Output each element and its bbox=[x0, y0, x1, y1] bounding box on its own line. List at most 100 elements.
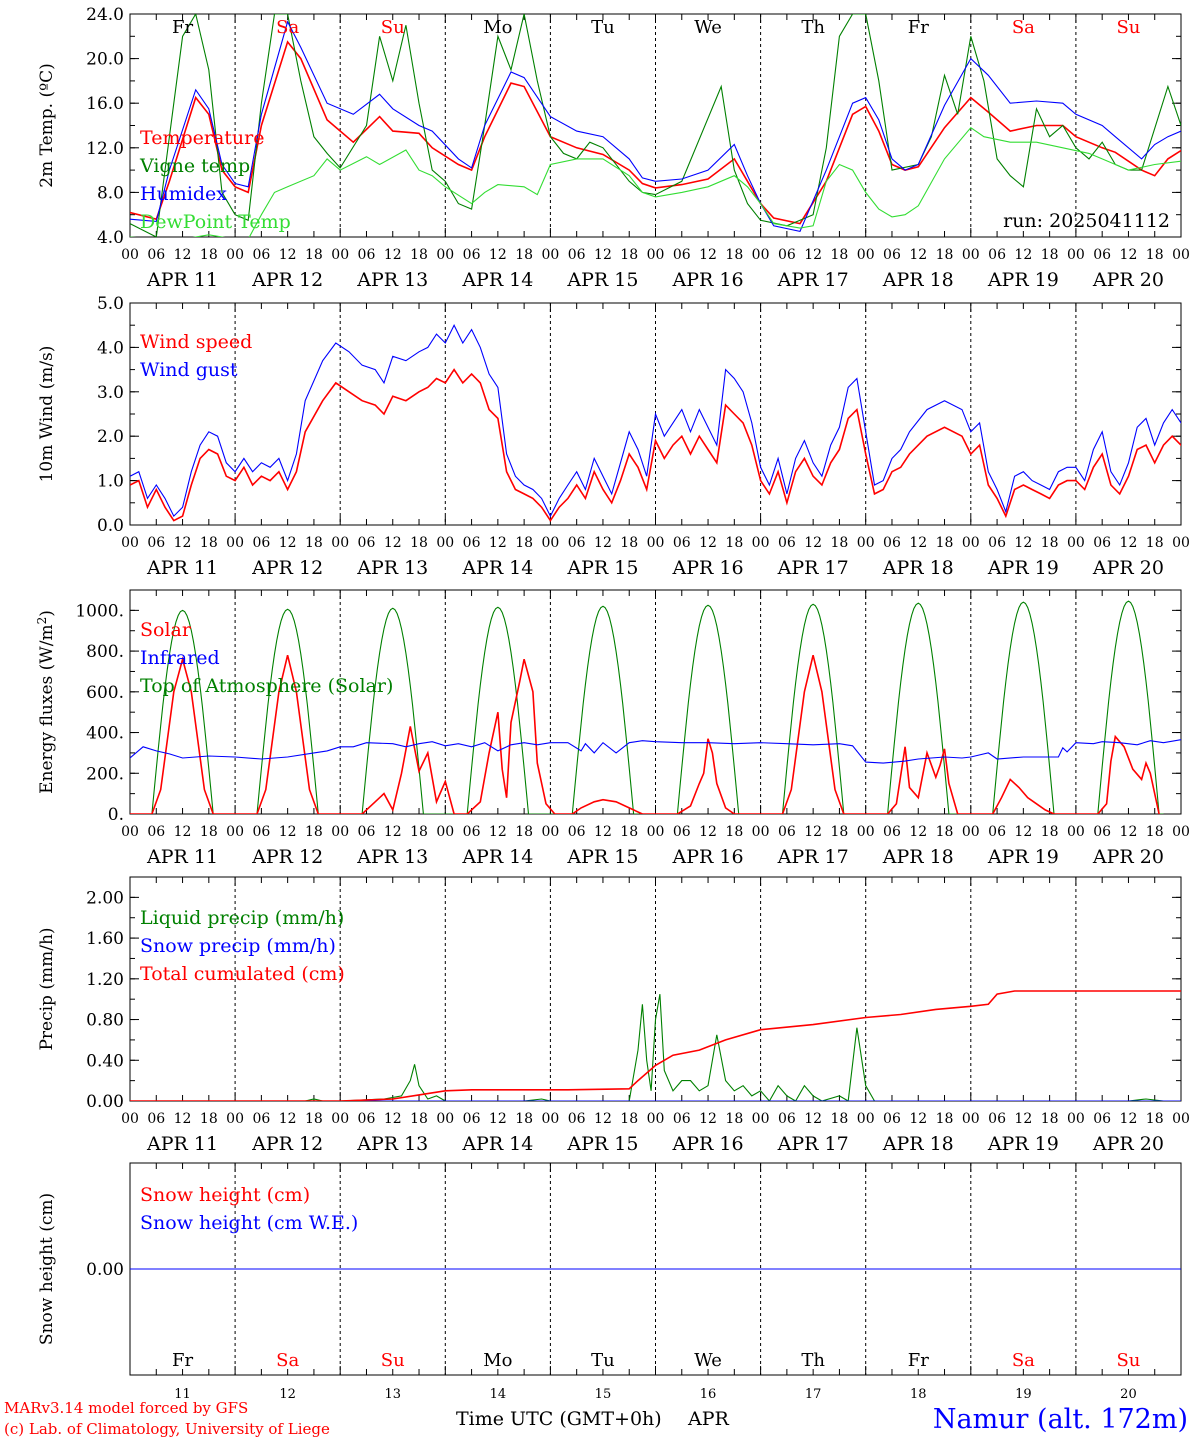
y-tick-label: 200. bbox=[86, 764, 124, 784]
day-of-week-label: Th bbox=[801, 17, 825, 38]
x-hour-label: 18 bbox=[936, 247, 954, 263]
x-hour-label: 00 bbox=[647, 535, 665, 551]
x-hour-label: 06 bbox=[568, 247, 586, 263]
x-date-label: APR 19 bbox=[987, 269, 1059, 291]
x-hour-label: 12 bbox=[1014, 247, 1032, 263]
day-of-week-label: We bbox=[694, 1350, 722, 1371]
day-of-week-label: Su bbox=[1116, 17, 1140, 38]
x-hour-label: 12 bbox=[489, 824, 507, 840]
x-hour-label: 18 bbox=[831, 824, 849, 840]
x-hour-label: 12 bbox=[594, 824, 612, 840]
x-hour-label: 12 bbox=[804, 1111, 822, 1127]
x-hour-label: 00 bbox=[962, 535, 980, 551]
x-hour-label: 12 bbox=[174, 824, 192, 840]
month-label: APR bbox=[687, 1408, 730, 1430]
x-hour-label: 06 bbox=[673, 535, 691, 551]
x-hour-label: 06 bbox=[988, 247, 1006, 263]
x-hour-label: 06 bbox=[988, 1111, 1006, 1127]
x-hour-label: 18 bbox=[1041, 247, 1059, 263]
panel-frame bbox=[129, 13, 1182, 238]
legend-entry: Wind speed bbox=[140, 331, 252, 353]
x-hour-label: 12 bbox=[699, 824, 717, 840]
x-hour-label: 06 bbox=[358, 1111, 376, 1127]
x-hour-label: 12 bbox=[1120, 824, 1138, 840]
x-date-label: APR 17 bbox=[777, 1133, 849, 1155]
x-hour-label: 12 bbox=[174, 1111, 192, 1127]
x-hour-label: 00 bbox=[1172, 535, 1190, 551]
x-hour-label: 00 bbox=[647, 824, 665, 840]
x-hour-label: 06 bbox=[358, 247, 376, 263]
y-axis-title: Snow height (cm) bbox=[37, 1193, 57, 1345]
y-axis-title: 10m Wind (m/s) bbox=[37, 346, 57, 483]
legend-entry: Wind gust bbox=[140, 359, 238, 381]
x-hour-label: 18 bbox=[305, 824, 323, 840]
x-hour-label: 12 bbox=[909, 824, 927, 840]
day-of-week-label: Fr bbox=[172, 1350, 193, 1371]
x-date-label: APR 18 bbox=[882, 269, 954, 291]
x-hour-label: 12 bbox=[1120, 1111, 1138, 1127]
x-hour-label: 06 bbox=[778, 824, 796, 840]
x-hour-label: 00 bbox=[436, 824, 454, 840]
x-hour-label: 06 bbox=[568, 824, 586, 840]
x-hour-label: 12 bbox=[279, 247, 297, 263]
day-number-label: 16 bbox=[700, 1387, 717, 1402]
x-hour-label: 00 bbox=[962, 1111, 980, 1127]
series-group bbox=[130, 323, 1181, 523]
day-of-week-label: Fr bbox=[908, 1350, 929, 1371]
x-date-label: APR 16 bbox=[672, 269, 744, 291]
x-date-label: APR 17 bbox=[777, 557, 849, 579]
x-date-label: APR 20 bbox=[1092, 1133, 1164, 1155]
x-hour-label: 12 bbox=[384, 247, 402, 263]
x-hour-label: 12 bbox=[594, 535, 612, 551]
x-hour-label: 18 bbox=[515, 1111, 533, 1127]
series-group bbox=[130, 990, 1181, 1101]
x-hour-label: 18 bbox=[936, 824, 954, 840]
x-hour-label: 00 bbox=[962, 247, 980, 263]
x-date-label: APR 11 bbox=[146, 269, 218, 291]
day-number-label: 14 bbox=[490, 1387, 507, 1402]
x-hour-label: 18 bbox=[725, 824, 743, 840]
x-hour-label: 12 bbox=[279, 1111, 297, 1127]
x-hour-label: 12 bbox=[909, 1111, 927, 1127]
x-date-label: APR 12 bbox=[251, 557, 323, 579]
x-hour-label: 12 bbox=[1014, 535, 1032, 551]
x-hour-label: 00 bbox=[1172, 1111, 1190, 1127]
credit-line: (c) Lab. of Climatology, University of L… bbox=[4, 1420, 330, 1438]
x-date-label: APR 14 bbox=[461, 1133, 533, 1155]
x-hour-label: 18 bbox=[725, 535, 743, 551]
x-date-label: APR 13 bbox=[356, 1133, 428, 1155]
x-hour-label: 12 bbox=[804, 535, 822, 551]
run-label: run: 2025041112 bbox=[1003, 210, 1170, 232]
x-hour-label: 06 bbox=[147, 535, 165, 551]
x-hour-label: 18 bbox=[1041, 824, 1059, 840]
x-hour-label: 06 bbox=[778, 1111, 796, 1127]
x-hour-label: 18 bbox=[831, 535, 849, 551]
x-hour-label: 06 bbox=[1093, 1111, 1111, 1127]
x-hour-label: 00 bbox=[1067, 824, 1085, 840]
day-of-week-label: Su bbox=[1116, 1350, 1140, 1371]
x-hour-label: 00 bbox=[1067, 1111, 1085, 1127]
x-hour-label: 18 bbox=[936, 535, 954, 551]
day-of-week-label: Fr bbox=[172, 17, 193, 38]
x-date-label: APR 17 bbox=[777, 846, 849, 868]
day-of-week-label: Sa bbox=[276, 1350, 299, 1371]
x-hour-label: 18 bbox=[515, 824, 533, 840]
x-hour-label: 18 bbox=[1146, 1111, 1164, 1127]
x-hour-label: 18 bbox=[620, 824, 638, 840]
x-hour-label: 12 bbox=[174, 535, 192, 551]
x-hour-label: 06 bbox=[778, 535, 796, 551]
x-date-label: APR 11 bbox=[146, 557, 218, 579]
legend-entry: Liquid precip (mm/h) bbox=[140, 907, 344, 929]
x-hour-label: 06 bbox=[358, 535, 376, 551]
x-hour-label: 18 bbox=[831, 247, 849, 263]
x-hour-label: 18 bbox=[200, 824, 218, 840]
x-hour-label: 12 bbox=[594, 247, 612, 263]
legend-entry: Infrared bbox=[140, 647, 220, 669]
x-date-label: APR 19 bbox=[987, 557, 1059, 579]
x-date-label: APR 11 bbox=[146, 846, 218, 868]
series-line-wind-speed bbox=[130, 368, 1181, 523]
x-date-label: APR 16 bbox=[672, 1133, 744, 1155]
legend-entry: Temperature bbox=[140, 127, 264, 149]
x-hour-label: 00 bbox=[541, 535, 559, 551]
x-hour-label: 00 bbox=[331, 247, 349, 263]
